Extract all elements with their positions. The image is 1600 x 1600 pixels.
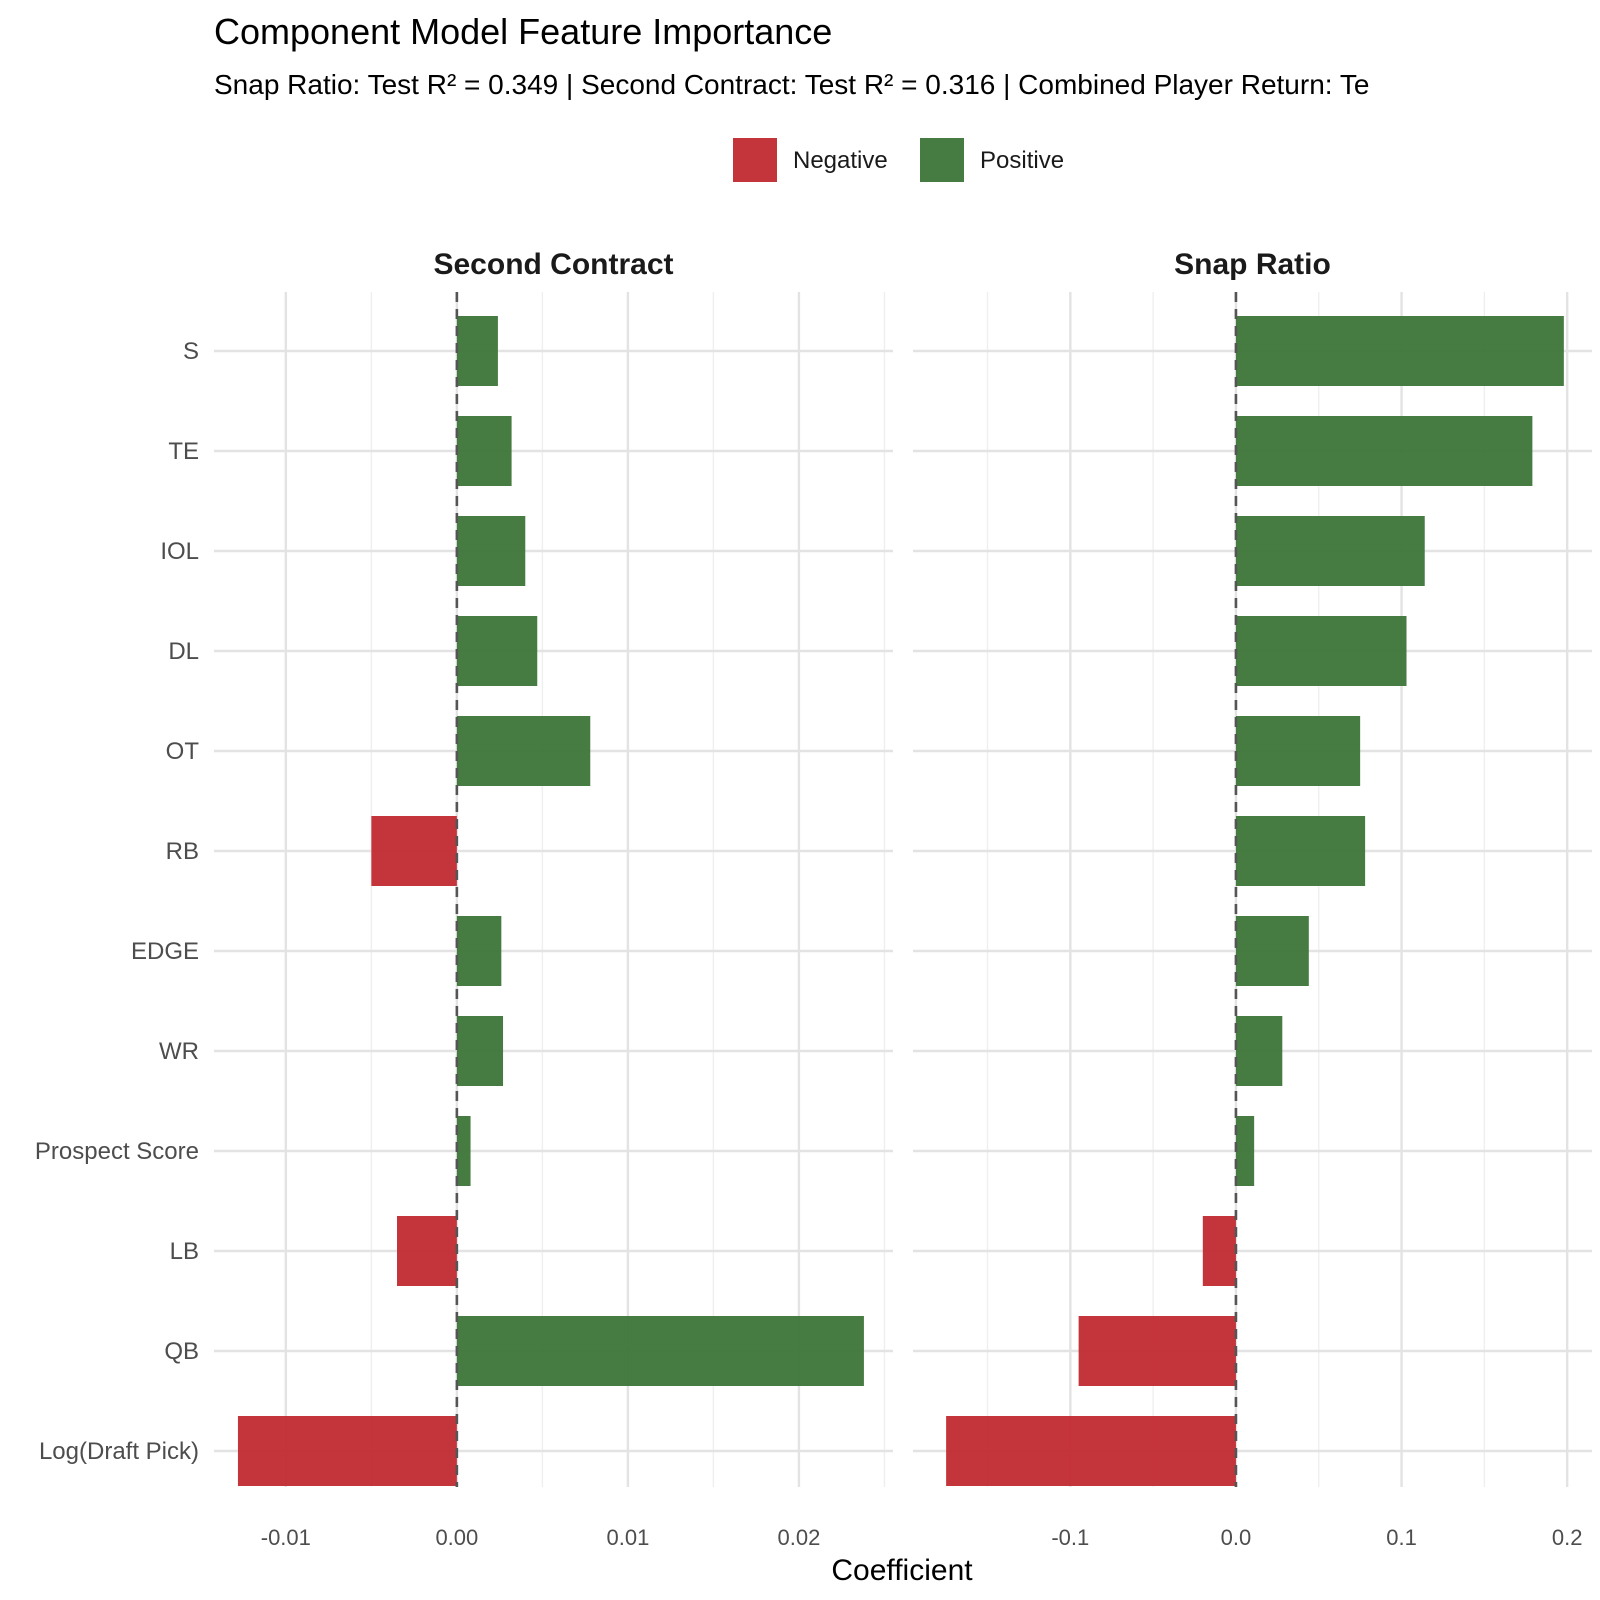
chart-title: Component Model Feature Importance bbox=[214, 11, 832, 52]
x-tick-label: 0.2 bbox=[1552, 1525, 1583, 1550]
x-tick-label: 0.00 bbox=[435, 1525, 478, 1550]
bar bbox=[1235, 1016, 1283, 1086]
bar bbox=[371, 816, 457, 886]
bar bbox=[1235, 616, 1407, 686]
legend: Negative Positive bbox=[733, 138, 1064, 182]
chart-subtitle: Snap Ratio: Test R² = 0.349 | Second Con… bbox=[214, 69, 1369, 100]
bar bbox=[1202, 1216, 1236, 1286]
bar bbox=[456, 1016, 504, 1086]
plot-area: S TE IOL DL OT RB EDGE WR Prospect Score LB QB Log(… bbox=[35, 248, 1592, 1550]
x-tick-label: -0.1 bbox=[1051, 1525, 1089, 1550]
legend-label-negative: Negative bbox=[793, 147, 888, 174]
bar bbox=[456, 1116, 471, 1186]
bar bbox=[1235, 716, 1361, 786]
bar bbox=[456, 316, 498, 386]
x-tick-label: 0.1 bbox=[1386, 1525, 1417, 1550]
y-tick-label: IOL bbox=[160, 538, 199, 565]
x-tick-label: 0.0 bbox=[1221, 1525, 1252, 1550]
bar bbox=[397, 1216, 457, 1286]
bar bbox=[456, 716, 591, 786]
legend-label-positive: Positive bbox=[980, 147, 1064, 174]
y-tick-label: Prospect Score bbox=[35, 1138, 199, 1165]
bar bbox=[946, 1416, 1236, 1486]
bar bbox=[1235, 1116, 1255, 1186]
panel-title: Second Contract bbox=[433, 248, 673, 281]
bar bbox=[1235, 416, 1533, 486]
panel-title: Snap Ratio bbox=[1174, 248, 1331, 281]
bar bbox=[456, 916, 502, 986]
x-tick-label: 0.01 bbox=[606, 1525, 649, 1550]
bar bbox=[1235, 916, 1309, 986]
y-tick-label: Log(Draft Pick) bbox=[39, 1438, 199, 1465]
y-tick-label: DL bbox=[168, 638, 199, 665]
panel-second-contract: Second Contract -0.01 0.00 0.01 0.02 bbox=[214, 248, 893, 1550]
panel-snap-ratio: Snap Ratio -0.1 0.0 0.1 0.2 bbox=[913, 248, 1592, 1550]
bar bbox=[1078, 1316, 1236, 1386]
legend-swatch-positive bbox=[920, 138, 964, 182]
y-tick-label: EDGE bbox=[131, 938, 199, 965]
bar bbox=[1235, 316, 1564, 386]
y-tick-label: LB bbox=[170, 1238, 199, 1265]
x-tick-label: -0.01 bbox=[261, 1525, 311, 1550]
bar bbox=[1235, 816, 1366, 886]
y-tick-label: QB bbox=[164, 1338, 199, 1365]
y-tick-label: WR bbox=[159, 1038, 199, 1065]
bar bbox=[456, 416, 512, 486]
y-tick-label: OT bbox=[166, 738, 200, 765]
y-tick-label: RB bbox=[166, 838, 199, 865]
legend-swatch-negative bbox=[733, 138, 777, 182]
bar bbox=[237, 1416, 457, 1486]
bar bbox=[456, 616, 538, 686]
y-tick-label: TE bbox=[168, 438, 199, 465]
x-tick-label: 0.02 bbox=[778, 1525, 821, 1550]
bar bbox=[456, 1316, 864, 1386]
bar bbox=[1235, 516, 1425, 586]
x-axis-title: Coefficient bbox=[831, 1554, 973, 1587]
y-tick-label: S bbox=[183, 338, 199, 365]
bar bbox=[456, 516, 526, 586]
